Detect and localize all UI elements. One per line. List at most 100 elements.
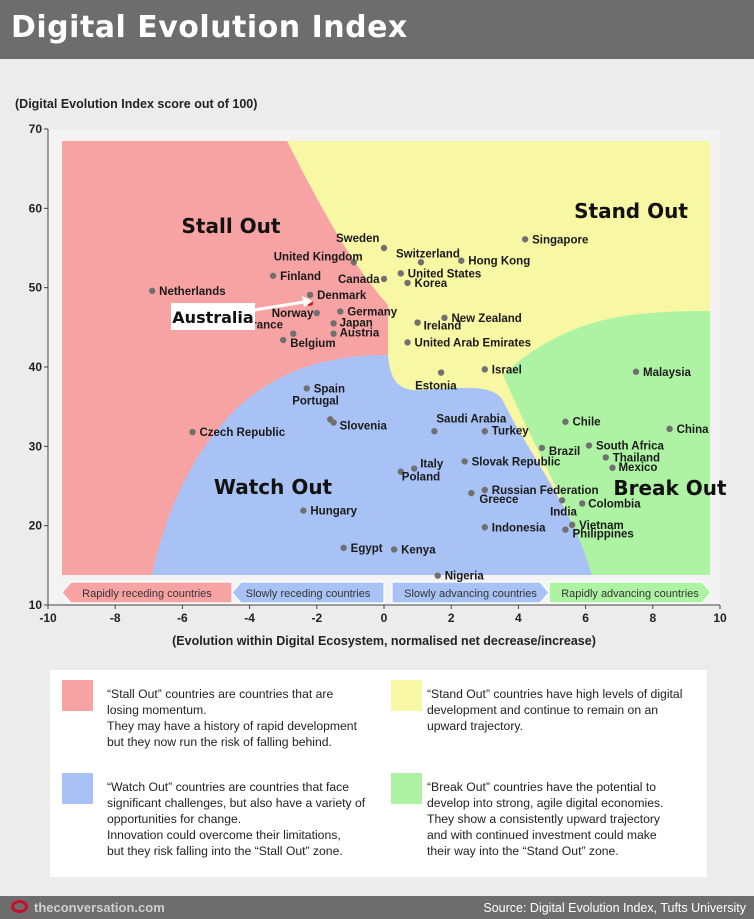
scatter-chart: Stall Out Stand Out Watch Out Break Out … xyxy=(15,97,727,648)
point-singapore xyxy=(521,236,529,243)
australia-callout-arrow-line xyxy=(253,300,305,312)
zone-label-stall-out: Stall Out xyxy=(182,214,281,238)
point-vietnam xyxy=(568,521,576,529)
legend-text-stand-out: “Stand Out” countries have high levels o… xyxy=(427,687,683,733)
point-united-states xyxy=(397,270,404,277)
point-thailand xyxy=(602,454,609,461)
point-chile xyxy=(562,418,569,425)
x-tick-label: -4 xyxy=(244,611,255,625)
label-japan: Japan xyxy=(340,317,373,329)
label-indonesia: Indonesia xyxy=(492,522,546,534)
legend-swatch-watch-out xyxy=(62,773,93,804)
label-slovak-republic: Slovak Republic xyxy=(472,456,561,468)
band-label-rapidly-receding-countries: Rapidly receding countries xyxy=(82,588,212,600)
point-china xyxy=(666,425,673,433)
label-united-states: United States xyxy=(408,268,482,280)
label-austria: Austria xyxy=(340,328,380,340)
point-kenya xyxy=(390,546,398,553)
x-tick-label: 2 xyxy=(448,611,455,625)
label-brazil: Brazil xyxy=(549,446,580,458)
australia-callout-box xyxy=(171,303,255,330)
footer-logo-text[interactable]: theconversation.com xyxy=(34,900,165,915)
label-ireland: Ireland xyxy=(424,321,462,333)
ticks: 10 20 30 40 50 60 70 -10 -8 -6 -4 -2 0 2 4 6 8 10 xyxy=(29,122,727,625)
point-colombia xyxy=(579,500,586,507)
label-spain: Spain xyxy=(314,383,345,395)
zone-label-break-out: Break Out xyxy=(613,476,727,500)
label-korea: Korea xyxy=(415,278,448,290)
y-tick-label: 10 xyxy=(29,598,43,612)
legend-swatch-stall-out xyxy=(62,680,93,711)
label-hungary: Hungary xyxy=(310,506,357,518)
zone-break-out xyxy=(503,311,710,575)
conversation-logo-icon xyxy=(11,900,28,913)
band-slowly-advancing-countries xyxy=(391,581,550,604)
band-label-slowly-advancing-countries: Slowly advancing countries xyxy=(404,588,537,600)
label-netherlands: Netherlands xyxy=(159,286,225,298)
label-poland: Poland xyxy=(402,472,440,484)
label-egypt: Egypt xyxy=(351,543,383,555)
legend-text-watch-out: “Watch Out” countries are countries that… xyxy=(107,780,366,858)
label-canada: Canada xyxy=(338,274,380,286)
point-poland xyxy=(397,468,404,475)
legend-swatch-break-out xyxy=(391,773,422,804)
point-mexico xyxy=(609,464,616,471)
label-kenya: Kenya xyxy=(401,544,436,556)
point-switzerland xyxy=(417,259,425,266)
label-saudi-arabia: Saudi Arabia xyxy=(436,413,506,425)
x-tick-label: -8 xyxy=(110,611,121,625)
label-thailand: Thailand xyxy=(613,452,660,464)
label-philippines: Philippines xyxy=(572,529,633,541)
point-netherlands xyxy=(148,287,156,295)
x-tick-label: -2 xyxy=(311,611,322,625)
label-hong-kong: Hong Kong xyxy=(468,256,530,268)
x-tick-label: 0 xyxy=(381,611,388,625)
band-slowly-receding-countries xyxy=(231,581,385,604)
zones-layer: Stall Out Stand Out Watch Out Break Out xyxy=(48,129,727,605)
point-canada xyxy=(380,275,388,283)
label-united-kingdom: United Kingdom xyxy=(274,251,363,263)
point-denmark xyxy=(306,291,314,299)
label-malaysia: Malaysia xyxy=(643,367,692,379)
y-tick-label: 30 xyxy=(29,439,43,453)
label-czech-republic: Czech Republic xyxy=(199,427,285,439)
point-finland xyxy=(269,272,277,279)
point-spain xyxy=(303,385,310,392)
x-axis-label: (Evolution within Digital Ecosystem, nor… xyxy=(172,634,596,648)
point-united-arab-emirates xyxy=(404,339,411,346)
label-norway: Norway xyxy=(272,308,314,320)
label-sweden: Sweden xyxy=(336,233,379,245)
label-nigeria: Nigeria xyxy=(445,571,485,583)
point-estonia xyxy=(437,369,445,376)
label-chile: Chile xyxy=(572,417,600,429)
point-ireland xyxy=(414,319,421,326)
band-rapidly-advancing-countries xyxy=(548,581,712,604)
label-united-arab-emirates: United Arab Emirates xyxy=(415,337,532,349)
label-slovenia: Slovenia xyxy=(340,421,388,433)
y-tick-label: 60 xyxy=(29,201,43,215)
point-slovak-republic xyxy=(461,458,468,465)
label-mexico: Mexico xyxy=(618,462,657,474)
legend-panel: “Stall Out” countries are countries that… xyxy=(50,670,707,877)
label-greece: Greece xyxy=(479,494,518,506)
x-tick-label: -10 xyxy=(39,611,57,625)
point-saudi-arabia xyxy=(431,428,438,435)
label-singapore: Singapore xyxy=(532,234,588,246)
label-south-africa: South Africa xyxy=(596,441,665,453)
point-germany xyxy=(337,308,344,315)
point-sweden xyxy=(380,244,388,252)
legend-text-stall-out: “Stall Out” countries are countries that… xyxy=(107,687,357,749)
y-tick-label: 40 xyxy=(29,360,43,374)
x-tick-label: 10 xyxy=(713,611,727,625)
point-hong-kong xyxy=(458,257,465,264)
x-tick-label: 8 xyxy=(649,611,656,625)
label-denmark: Denmark xyxy=(317,290,367,302)
point-czech-republic xyxy=(189,428,196,436)
y-tick-label: 50 xyxy=(29,281,43,295)
callout: Australia xyxy=(171,296,313,330)
label-germany: Germany xyxy=(347,306,397,318)
label-russian-federation: Russian Federation xyxy=(492,485,599,497)
point-norway xyxy=(313,309,320,317)
x-tick-label: 6 xyxy=(582,611,589,625)
